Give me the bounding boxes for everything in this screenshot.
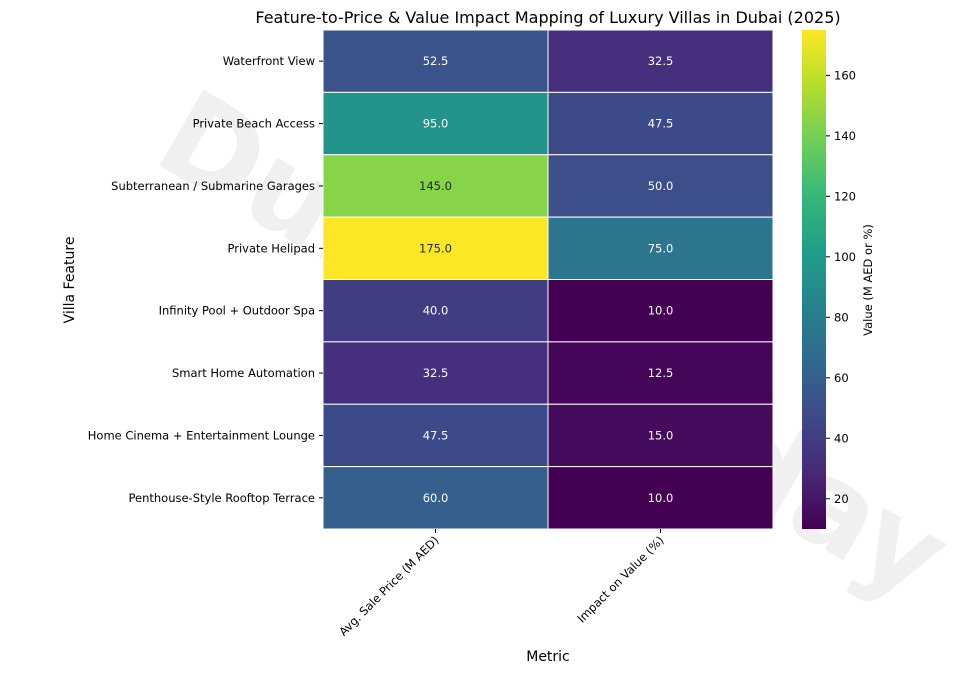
heatmap-cell [547,403,774,468]
cell-value-label: 50.0 [648,179,674,193]
colorbar-tick-label: 80 [834,310,849,324]
heatmap-cell [322,216,549,280]
colorbar-gradient [802,30,826,529]
colorbar-tick-label: 40 [834,431,849,445]
y-tick-label: Penthouse-Style Rooftop Terrace [128,491,315,505]
colorbar-label: Value (M AED or %) [861,224,875,336]
x-tick-labels: Avg. Sale Price (M AED) Impact on Value (… [336,529,667,639]
cell-value-label: 47.5 [648,117,674,131]
colorbar-tick-label: 120 [834,189,856,203]
y-axis-label: Villa Feature [62,237,78,324]
cell-value-label: 175.0 [419,241,452,255]
cell-value-label: 40.0 [423,304,449,318]
cell-value-label: 75.0 [648,241,674,255]
cell-value-label: 145.0 [419,179,452,193]
heatmap-cell [547,466,774,530]
y-tick-label: Home Cinema + Entertainment Lounge [88,428,315,442]
cell-value-label: 32.5 [648,54,674,68]
heatmap-cell [547,279,774,343]
heatmap-cell [547,29,774,93]
cell-value-label: 60.0 [423,491,449,505]
cell-value-label: 47.5 [423,428,449,442]
y-tick-labels: Waterfront View Private Beach Access Subte… [88,54,323,505]
cell-value-label: 95.0 [423,117,449,131]
y-tick-label: Smart Home Automation [172,366,315,380]
y-tick-label: Infinity Pool + Outdoor Spa [159,304,315,318]
colorbar-tick-label: 160 [834,68,856,82]
cell-value-label: 32.5 [423,366,449,380]
heatmap-cells: 52.5 32.5 95.0 47.5 145.0 50.0 175.0 75.0 40.0 10… [322,29,774,530]
colorbar-tick-label: 140 [834,129,856,143]
colorbar-tick-label: 60 [834,371,849,385]
heatmap-cell [547,216,774,280]
cell-value-label: 52.5 [423,54,449,68]
heatmap-cell [547,341,774,405]
x-tick-label: Avg. Sale Price (M AED) [336,533,441,638]
colorbar-tick-label: 100 [834,250,856,264]
colorbar-tick-label: 20 [834,492,849,506]
cell-value-label: 12.5 [648,366,674,380]
y-tick-label: Private Helipad [227,241,315,255]
chart-title: Feature-to-Price & Value Impact Mapping … [255,8,840,27]
cell-value-label: 10.0 [648,304,674,318]
x-axis-label: Metric [526,649,570,665]
cell-value-label: 15.0 [648,428,674,442]
heatmap-cell [322,29,549,93]
cell-value-label: 10.0 [648,491,674,505]
x-tick-label: Impact on Value (%) [574,533,666,625]
y-tick-label: Private Beach Access [193,117,315,131]
heatmap-cell [322,403,549,468]
heatmap-cell [547,91,774,156]
y-tick-label: Subterranean / Submarine Garages [111,179,315,193]
y-tick-label: Waterfront View [223,54,315,68]
colorbar: 20 40 60 80 100 120 140 160 [802,30,856,529]
heatmap-cell [322,91,549,156]
heatmap-cell [322,466,549,530]
